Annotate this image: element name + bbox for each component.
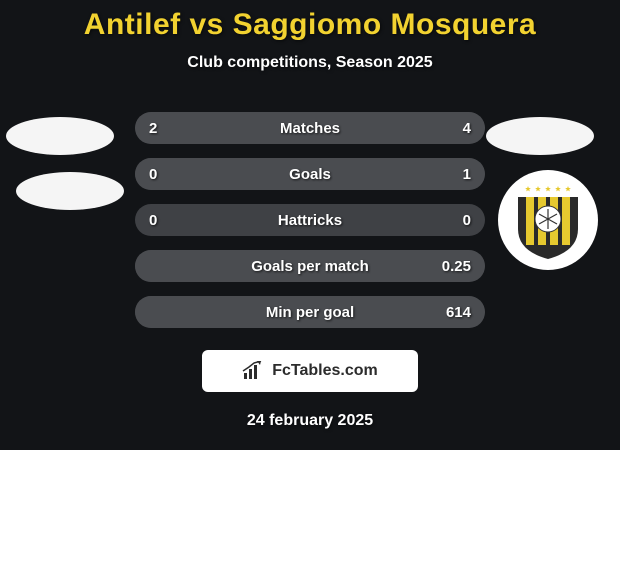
stat-row: 2Matches4 bbox=[135, 112, 485, 144]
stat-label: Goals per match bbox=[135, 258, 485, 275]
stat-right-value: 0.25 bbox=[442, 258, 471, 275]
fctables-label: FcTables.com bbox=[272, 362, 378, 380]
fctables-watermark: FcTables.com bbox=[202, 350, 418, 392]
stat-label: Matches bbox=[135, 120, 485, 137]
left-player-badge-2 bbox=[16, 172, 124, 210]
stat-row: Goals per match0.25 bbox=[135, 250, 485, 282]
right-player-badge bbox=[486, 117, 594, 155]
stat-label: Hattricks bbox=[135, 212, 485, 229]
stat-row: Min per goal614 bbox=[135, 296, 485, 328]
left-player-badge-1 bbox=[6, 117, 114, 155]
stat-label: Goals bbox=[135, 166, 485, 183]
stat-label: Min per goal bbox=[135, 304, 485, 321]
stats-list: 2Matches40Goals10Hattricks0Goals per mat… bbox=[135, 112, 485, 328]
crest-icon bbox=[512, 179, 584, 261]
page-title: Antilef vs Saggiomo Mosquera bbox=[0, 0, 620, 42]
right-club-logo bbox=[498, 170, 598, 270]
subtitle: Club competitions, Season 2025 bbox=[0, 54, 620, 72]
stat-right-value: 4 bbox=[463, 120, 471, 137]
stat-row: 0Goals1 bbox=[135, 158, 485, 190]
chart-icon bbox=[242, 361, 264, 381]
comparison-card: Antilef vs Saggiomo Mosquera Club compet… bbox=[0, 0, 620, 450]
stat-right-value: 1 bbox=[463, 166, 471, 183]
date-label: 24 february 2025 bbox=[0, 412, 620, 430]
stat-right-value: 0 bbox=[463, 212, 471, 229]
stat-right-value: 614 bbox=[446, 304, 471, 321]
stat-row: 0Hattricks0 bbox=[135, 204, 485, 236]
